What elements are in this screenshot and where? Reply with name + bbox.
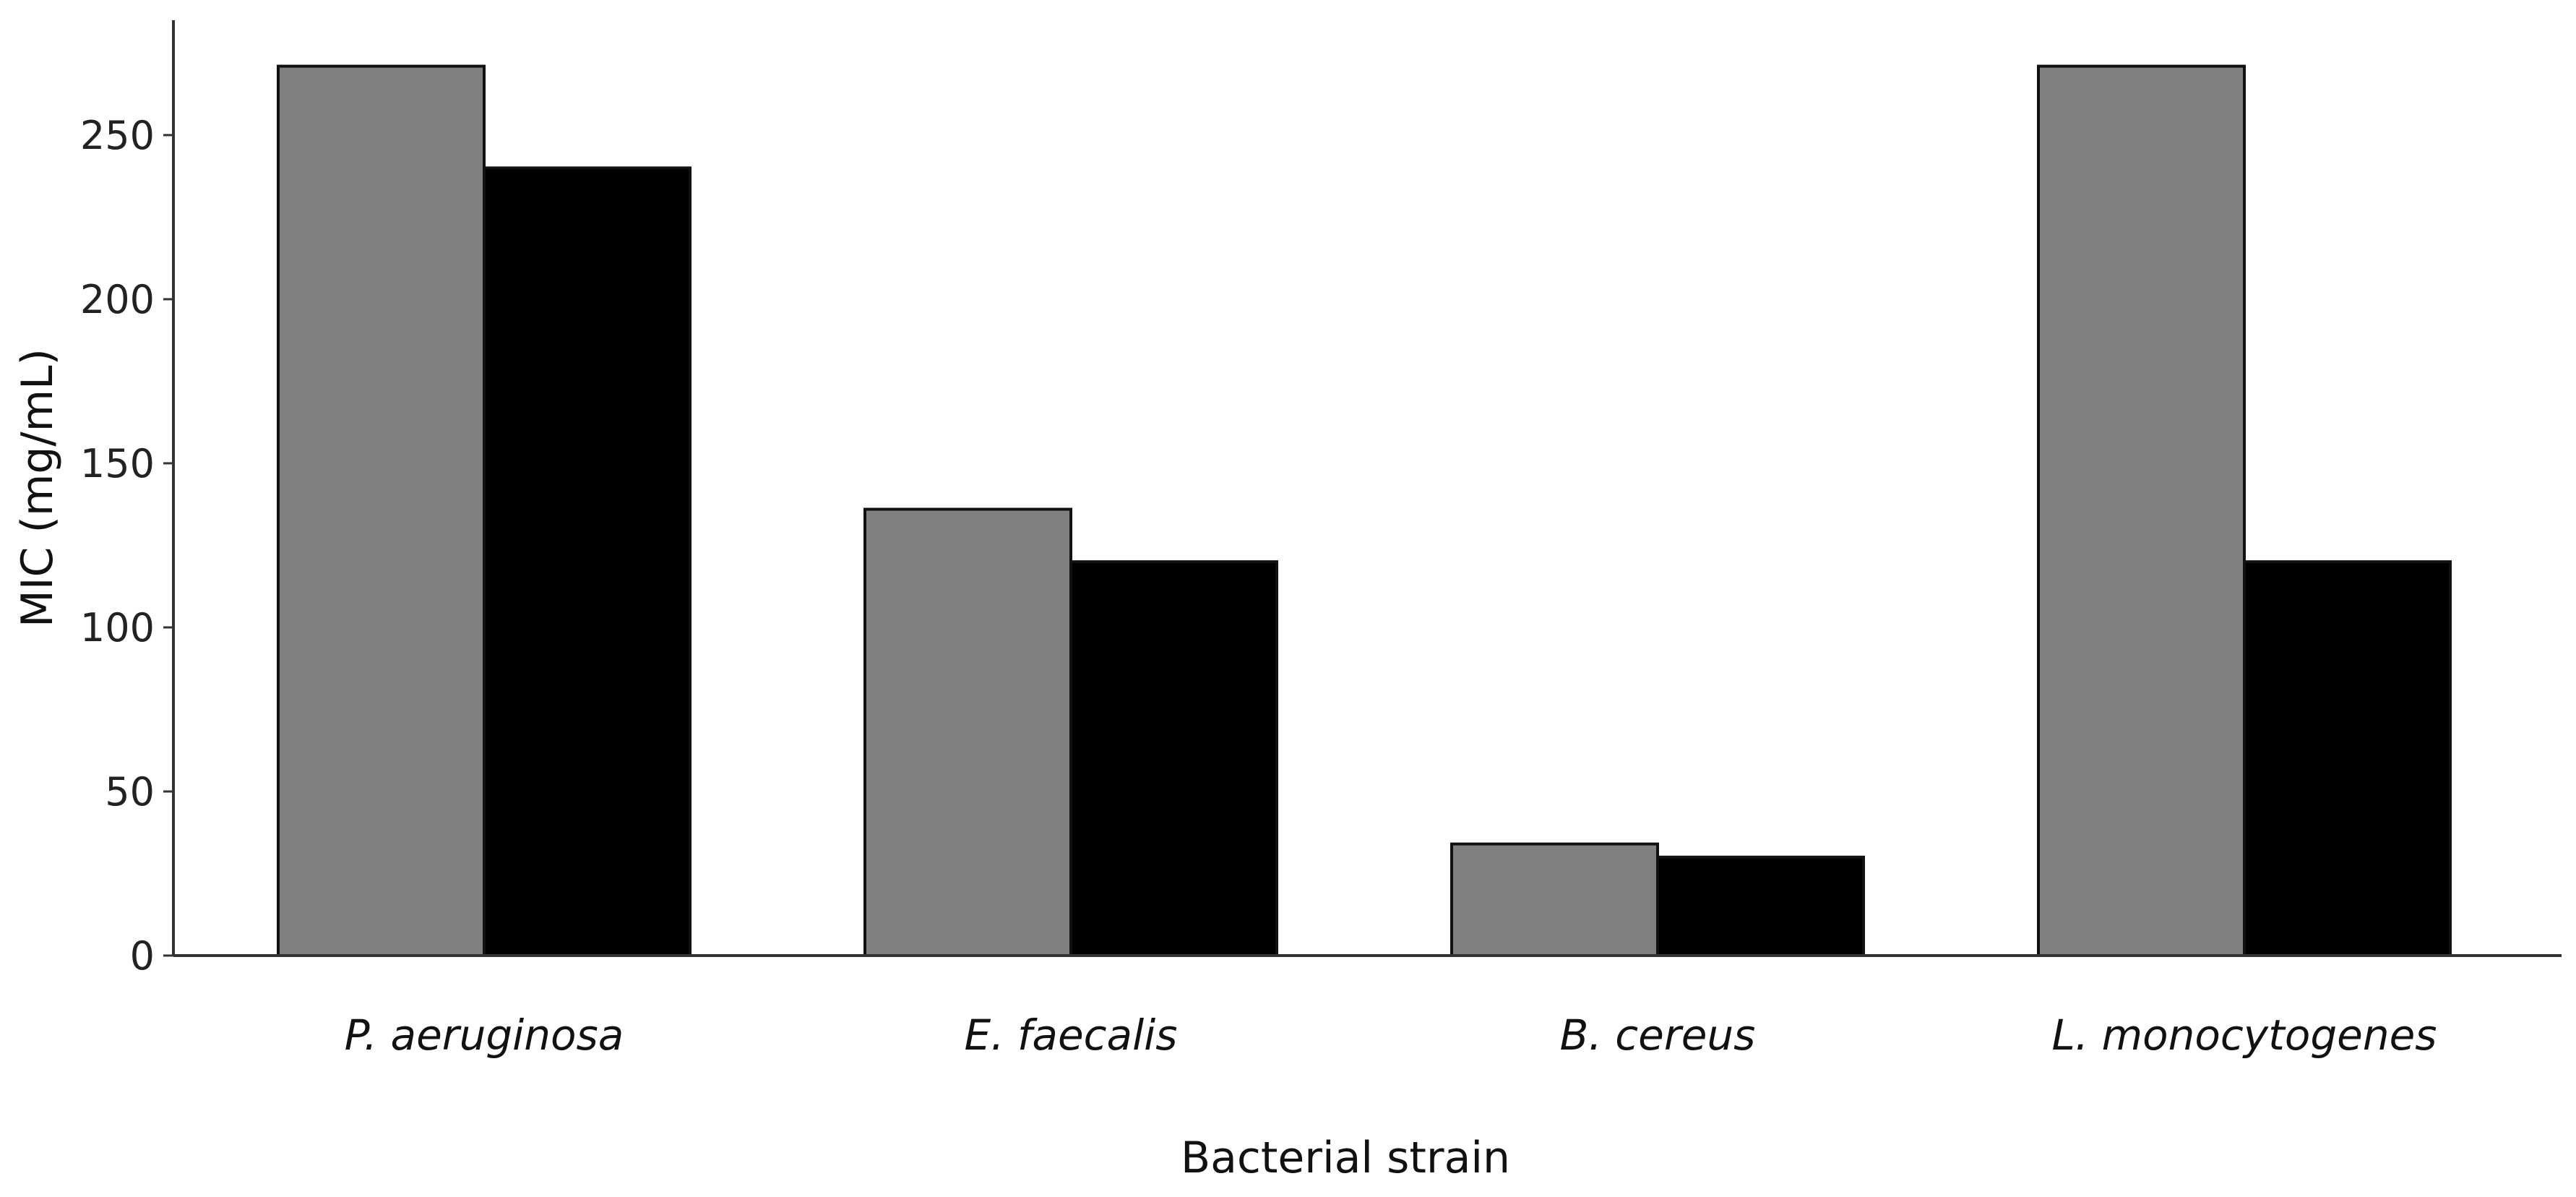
x-category-label: E. faecalis [964, 1011, 1177, 1060]
y-axis-title: MIC (mg/mL) [12, 348, 63, 627]
bars [277, 64, 2452, 957]
bar-e-faecalis-series-2 [1069, 560, 1278, 957]
y-tick-label: 0 [130, 933, 155, 979]
y-tick-label: 50 [105, 769, 155, 815]
y-tick-label: 150 [80, 441, 155, 486]
bar-l-monocytogenes-series-1 [2037, 64, 2246, 957]
bar-p-aeruginosa-series-2 [483, 166, 692, 957]
x-axis-category-labels: P. aeruginosa E. faecalis B. cereus L. mono… [345, 1011, 2437, 1060]
x-category-label: L. monocytogenes [2051, 1011, 2437, 1060]
x-axis-title: Bacterial strain [1181, 1133, 1510, 1183]
y-tick-label: 100 [80, 605, 155, 651]
bar-e-faecalis-series-1 [863, 507, 1072, 957]
y-tick-label: 250 [80, 113, 155, 158]
bar-b-cereus-series-2 [1656, 855, 1865, 957]
bar-b-cereus-series-1 [1450, 842, 1659, 957]
bar-l-monocytogenes-series-2 [2243, 560, 2452, 957]
x-category-label: B. cereus [1560, 1011, 1756, 1060]
y-tick-label: 200 [80, 277, 155, 322]
bar-p-aeruginosa-series-1 [277, 64, 486, 957]
x-category-label: P. aeruginosa [345, 1011, 624, 1060]
y-axis-ticks: 0 50 100 150 200 250 [80, 113, 173, 979]
